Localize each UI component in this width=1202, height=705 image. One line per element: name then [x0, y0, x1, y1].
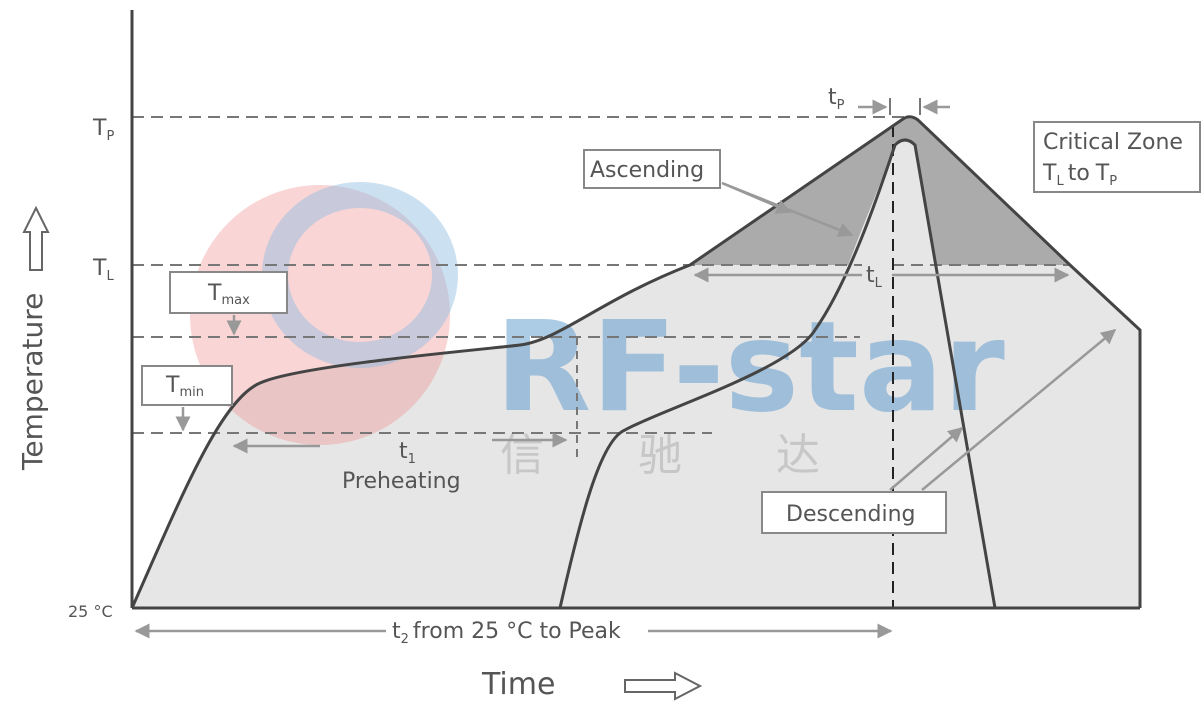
tmax-label: Tmax: [207, 281, 250, 308]
outer-curve: [130, 115, 1142, 609]
watermark-chinese: 信 驰 达: [500, 430, 860, 481]
critical-zone-title: Critical Zone: [1043, 130, 1183, 155]
base-label: 25 °C: [68, 602, 113, 621]
descending-box: [761, 491, 947, 534]
tl-label: TL: [92, 256, 114, 284]
tl-time-label: tL: [866, 263, 883, 291]
tl-label-bg: [862, 262, 892, 292]
tp-label: TP: [92, 116, 114, 144]
ascending-arrow: [721, 181, 854, 237]
ascending-label: Ascending: [590, 158, 704, 183]
tmin-box: [141, 365, 233, 406]
tmin-label: Tmin: [165, 373, 204, 400]
descending-label: Descending: [786, 502, 916, 527]
y-axis-arrow: [22, 205, 50, 271]
descending-arrow: [921, 329, 1117, 491]
critical-zone-range: TL to TP: [1042, 161, 1117, 189]
x-axis-title: Time: [481, 667, 555, 702]
t2-label-bg: [386, 615, 648, 645]
watermark-logo: [190, 185, 450, 445]
watermark-brand: RF-star: [495, 295, 1005, 440]
ascending-box: [583, 149, 721, 189]
t1-label: t1: [399, 439, 416, 467]
tmax-box: [169, 271, 288, 314]
preheating-label: Preheating: [342, 469, 461, 494]
t2-label: t2 from 25 °C to Peak: [392, 619, 621, 647]
critical-zone-box: [1033, 121, 1201, 193]
tp-time-label: tP: [828, 85, 845, 113]
x-axis-arrow: [624, 671, 703, 701]
inner-curve: [558, 138, 997, 609]
descending-arrow: [889, 427, 964, 491]
y-axis-title: Temperature: [16, 293, 49, 471]
